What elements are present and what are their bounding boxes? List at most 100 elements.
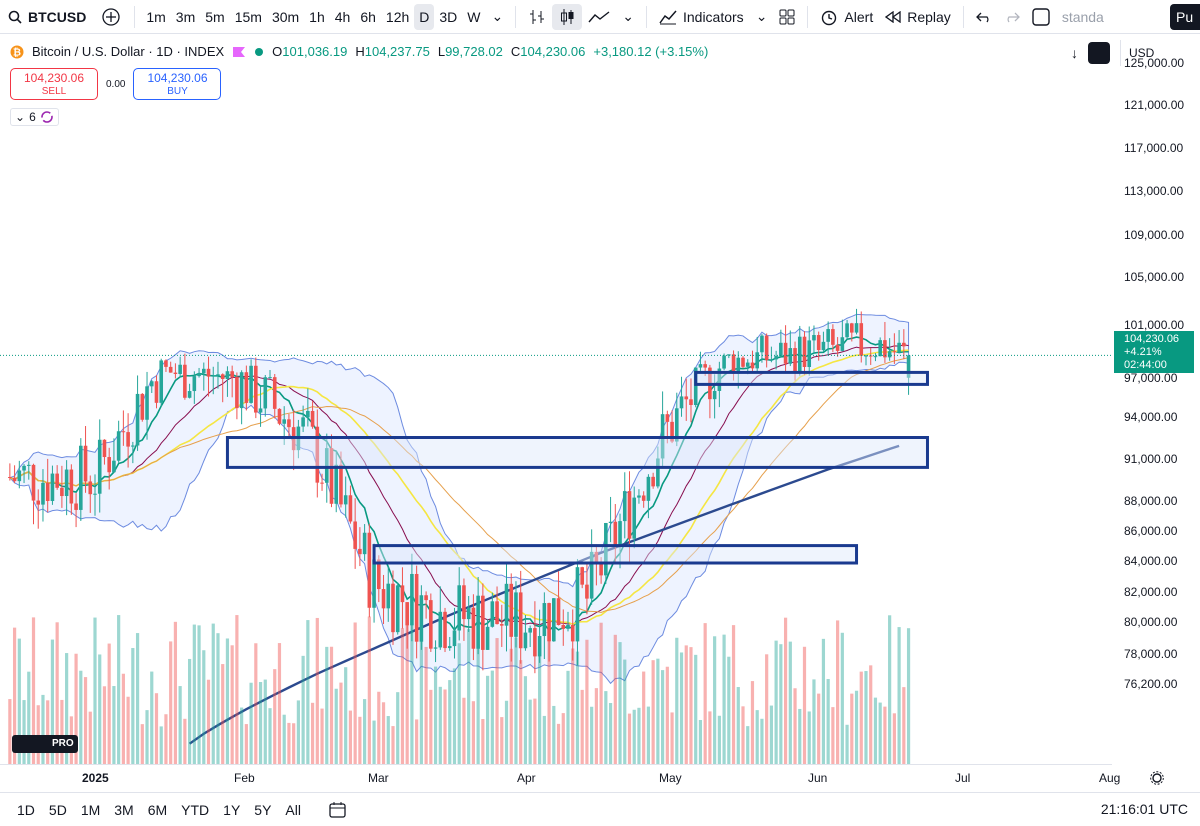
volume-bar <box>538 645 542 764</box>
volume-bar <box>140 724 144 764</box>
buy-button[interactable]: 104,230.06 BUY <box>133 68 222 100</box>
compare-add-icon[interactable] <box>100 6 122 28</box>
tradingview-logo: PRO <box>12 735 78 753</box>
volume-bar <box>642 671 646 764</box>
timeframe-1m[interactable]: 1m <box>146 8 166 25</box>
candle-body <box>50 473 55 501</box>
volume-bar <box>869 665 873 764</box>
volume-bar <box>684 645 688 764</box>
candle-body <box>831 329 835 345</box>
timeframe-dropdown[interactable]: ⌄ <box>491 8 504 24</box>
currency-selector[interactable]: USD <box>1120 40 1200 66</box>
bar-style-button[interactable] <box>522 4 552 30</box>
candle-body <box>745 362 750 367</box>
fullscreen-button[interactable] <box>1026 4 1056 30</box>
candle-body <box>466 607 471 620</box>
divider <box>645 5 647 28</box>
line-style-button[interactable] <box>582 4 616 30</box>
range-5d[interactable]: 5D <box>48 801 67 818</box>
timeframe-5m[interactable]: 5m <box>205 8 225 25</box>
range-ytd[interactable]: YTD <box>181 801 210 818</box>
volume-bar <box>793 688 797 764</box>
volume-bar <box>750 681 755 764</box>
candle-body <box>556 598 561 626</box>
range-3m[interactable]: 3M <box>114 801 134 818</box>
chart-type-dropdown[interactable]: ⌄ <box>622 8 634 24</box>
candle-body <box>618 521 622 547</box>
timeframe-3d[interactable]: 3D <box>439 8 458 25</box>
timeframe-30m[interactable]: 30m <box>271 8 300 25</box>
time-tick-label: May <box>659 771 682 785</box>
range-all[interactable]: All <box>285 801 301 818</box>
candle-body <box>410 573 414 626</box>
candle-body <box>637 495 641 498</box>
time-axis[interactable]: 2025 Feb Mar Apr May Jun Jul Aug <box>0 764 1164 790</box>
symbol-search[interactable]: BTCUSD <box>0 9 94 25</box>
date-range-icon[interactable] <box>328 801 348 819</box>
utc-clock[interactable]: 21:16:01 UTC <box>1100 801 1188 817</box>
timeframe-3m[interactable]: 3m <box>175 8 196 25</box>
symbol-title[interactable]: Bitcoin / U.S. Dollar · 1D · INDEX <box>32 44 225 59</box>
candle-body <box>689 399 693 406</box>
sell-button[interactable]: 104,230.06 SELL <box>10 68 98 100</box>
candle-body <box>381 589 386 609</box>
publish-button[interactable]: Pu <box>1170 4 1200 30</box>
candle-body <box>632 497 637 539</box>
undo-button[interactable] <box>970 4 998 30</box>
candle-body <box>717 368 722 391</box>
timeframe-1h[interactable]: 1h <box>309 8 325 25</box>
timeframe-w[interactable]: W <box>467 8 481 25</box>
auto-scale-icon[interactable] <box>1088 42 1110 64</box>
layout-name[interactable]: standa <box>1061 8 1104 25</box>
volume-bar <box>812 679 816 764</box>
timeframe-12h[interactable]: 12h <box>385 8 410 25</box>
replay-button[interactable]: Replay <box>879 4 957 30</box>
range-1y[interactable]: 1Y <box>223 801 241 818</box>
sync-icon[interactable] <box>40 110 54 124</box>
volume-bar <box>301 655 305 764</box>
timeframe-15m[interactable]: 15m <box>234 8 262 25</box>
price-tick-label: 84,000.00 <box>1124 554 1178 568</box>
candle-body <box>121 431 126 433</box>
indicators-dropdown[interactable]: ⌄ <box>755 8 768 24</box>
indicators-toggle[interactable]: ⌄ 6 <box>10 108 59 126</box>
bottom-toolbar: 1D 5D 1M 3M 6M YTD 1Y 5Y All 21:16:01 UTC <box>0 792 1200 826</box>
volume-bar <box>438 686 442 764</box>
price-chart[interactable] <box>0 80 1112 764</box>
range-1d[interactable]: 1D <box>17 801 35 818</box>
candle-body <box>358 548 362 555</box>
range-1m[interactable]: 1M <box>80 801 101 818</box>
candle-body <box>835 344 840 351</box>
layouts-button[interactable] <box>773 4 801 30</box>
redo-button[interactable] <box>998 4 1026 30</box>
market-open-dot-icon <box>255 47 264 56</box>
candle-body <box>779 342 783 357</box>
candle-body <box>755 352 759 369</box>
candle-body <box>850 323 854 333</box>
candle-body <box>140 393 145 420</box>
close-value: 104,230.06 <box>520 44 586 59</box>
open-key: O <box>272 44 283 59</box>
volume-bar <box>169 641 173 764</box>
volume-bar <box>637 707 641 764</box>
timeframe-4h[interactable]: 4h <box>334 8 351 25</box>
range-5y[interactable]: 5Y <box>254 801 272 818</box>
volume-bar <box>585 639 589 764</box>
volume-bar <box>627 713 632 764</box>
price-axis[interactable]: 125,000.00 121,000.00 117,000.00 113,000.00… <box>1112 56 1200 764</box>
timeframe-6h[interactable]: 6h <box>360 8 376 25</box>
candle-body <box>585 584 589 599</box>
download-arrow-icon[interactable]: ↓ <box>1071 45 1078 61</box>
indicators-button[interactable]: Indicators <box>653 4 750 30</box>
volume-bar <box>197 625 201 764</box>
volume-bar <box>713 636 717 764</box>
volume-bar <box>533 698 537 764</box>
alert-button[interactable]: Alert <box>814 4 879 30</box>
settings-gear-icon[interactable] <box>1150 771 1164 785</box>
price-tick-label: 109,000.00 <box>1124 228 1185 242</box>
range-6m[interactable]: 6M <box>147 801 168 818</box>
flag-icon[interactable] <box>232 46 246 58</box>
candles-style-button[interactable] <box>552 3 583 30</box>
indicators-count: 6 <box>29 110 36 124</box>
timeframe-d[interactable]: D <box>414 3 435 30</box>
